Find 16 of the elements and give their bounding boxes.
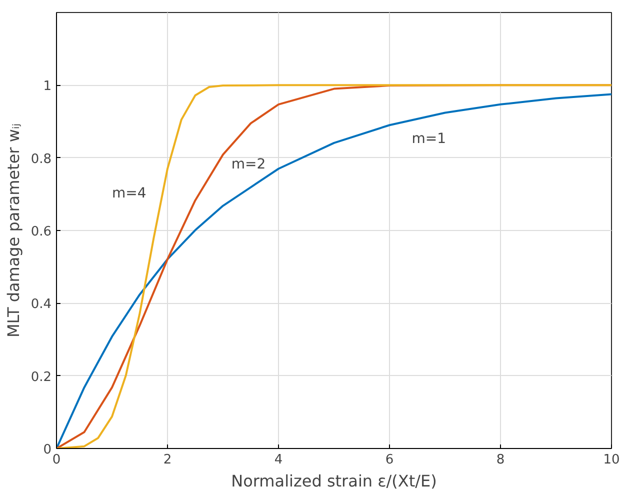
x-tick-label: 8 (496, 452, 505, 468)
y-tick-label: 0.2 (30, 370, 52, 385)
y-tick-label: 0.6 (30, 224, 52, 240)
x-tick-label: 10 (603, 452, 620, 468)
series-label: m=1 (412, 130, 446, 147)
y-tick-label: 1 (43, 79, 52, 94)
x-tick-label: 2 (163, 452, 172, 468)
series-label: m=4 (112, 185, 146, 202)
series-label: m=2 (231, 156, 266, 172)
y-tick-label: 0.4 (30, 297, 52, 312)
x-axis-title: Normalized strain ε/(Xt/E) (231, 472, 437, 490)
y-tick-label: 0.8 (30, 152, 52, 167)
x-tick-label: 4 (274, 452, 283, 468)
y-axis-title: MLT damage parameter wᵢⱼ (4, 123, 23, 338)
x-tick-label: 6 (385, 452, 394, 468)
y-tick-label: 0 (43, 442, 52, 458)
